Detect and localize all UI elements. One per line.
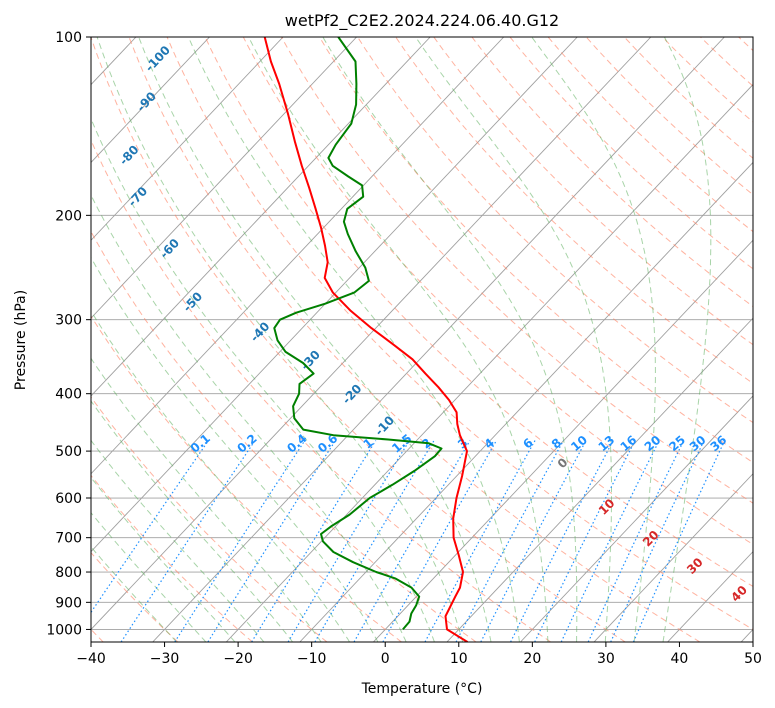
dry-adiabat-line — [91, 37, 626, 642]
moist-adiabat-line — [187, 37, 520, 642]
moist-adiabat-line — [91, 439, 265, 642]
dry-adiabat-line — [91, 552, 179, 642]
moist-adiabat-line — [322, 37, 578, 642]
isotherm-line — [91, 37, 284, 241]
dry-adiabat-line — [433, 37, 753, 346]
isotherm-line — [91, 37, 210, 164]
y-tick-label: 1000 — [46, 622, 82, 638]
dry-adiabat-line — [280, 37, 753, 504]
mixing-ratio-line — [314, 440, 435, 642]
isotherm-line — [225, 83, 753, 642]
y-tick-label: 600 — [55, 491, 82, 507]
y-tick-label: 100 — [55, 30, 82, 46]
y-tick-label: 700 — [55, 531, 82, 547]
chart-title: wetPf2_C2E2.2024.224.06.40.G12 — [285, 11, 559, 31]
isotherm-line — [520, 395, 753, 642]
y-tick-label: 500 — [55, 444, 82, 460]
moist-adiabat-line — [248, 37, 549, 642]
isotherm-line — [91, 37, 578, 553]
dry-adiabat-line — [91, 315, 402, 642]
isotherm-line — [593, 473, 753, 642]
moist-adiabat-line — [91, 357, 322, 642]
moist-adiabat-line — [138, 37, 492, 642]
mixing-ratio-line — [287, 440, 410, 642]
temperature-profile-line — [263, 37, 469, 642]
x-tick-label: −20 — [223, 651, 253, 667]
sounding-profiles — [263, 37, 469, 642]
y-tick-label: 400 — [55, 387, 82, 403]
x-tick-label: 20 — [523, 651, 541, 667]
y-axis-label: Pressure (hPa) — [13, 290, 29, 390]
y-tick-label: 900 — [55, 595, 82, 611]
isotherm-line — [446, 317, 753, 642]
mixing-ratio-line — [424, 440, 536, 642]
moist-adiabat-line — [531, 37, 656, 642]
mixing-ratio-line — [120, 440, 256, 642]
dry-adiabat-line — [319, 37, 753, 464]
x-tick-label: 40 — [671, 651, 689, 667]
mixing-ratio-line — [610, 440, 705, 642]
mixing-ratio-line — [632, 440, 726, 642]
dry-adiabat-line — [91, 139, 551, 642]
plot-frame — [90, 36, 754, 643]
y-tick-label: 200 — [55, 208, 82, 224]
x-tick-label: −30 — [150, 651, 180, 667]
x-axis-label: Temperature (°C) — [361, 681, 483, 697]
mixing-ratio-line — [251, 440, 377, 642]
mixing-ratio-line — [353, 440, 471, 642]
dry-adiabat-line — [395, 37, 753, 385]
x-tick-label: −10 — [297, 651, 327, 667]
dry-adiabat-line — [242, 37, 753, 545]
x-tick-label: 10 — [450, 651, 468, 667]
y-tick-label: 800 — [55, 565, 82, 581]
x-tick-label: 50 — [744, 651, 762, 667]
x-tick-label: 30 — [597, 651, 615, 667]
dry-adiabat-line — [357, 37, 753, 424]
y-axis-ticks: 100 200 300 400 500 600 700 800 900 1000 — [46, 30, 91, 638]
dry-adiabat-line — [128, 37, 701, 642]
dry-adiabat-line — [166, 37, 753, 630]
moist-adiabat-line — [662, 37, 712, 642]
isotherm-line — [91, 37, 505, 475]
mixing-ratio-line — [174, 440, 306, 642]
moist-adiabat-line — [96, 37, 464, 642]
dry-adiabat-line — [91, 474, 253, 642]
isotherm-line — [91, 37, 431, 397]
mixing-ratio-line — [534, 440, 636, 642]
y-tick-label: 300 — [55, 313, 82, 329]
isotherm-line — [91, 37, 357, 319]
x-axis-ticks: −40 −30 −20 −10 0 10 20 30 40 50 — [76, 642, 762, 667]
x-tick-label: −40 — [76, 651, 106, 667]
moist-adiabat-line — [91, 310, 351, 642]
moist-adiabat-line — [91, 256, 379, 642]
isotherm-line — [373, 239, 753, 642]
dry-adiabat-line — [91, 230, 477, 642]
dewpoint-profile-line — [273, 37, 443, 631]
moist-adiabat-line — [91, 400, 293, 642]
isotherm-line — [152, 37, 725, 642]
x-tick-label: 0 — [381, 651, 390, 667]
mixing-ratio-line — [382, 440, 497, 642]
mixing-ratio-line — [207, 440, 336, 642]
mixing-ratio-lines — [91, 440, 726, 642]
